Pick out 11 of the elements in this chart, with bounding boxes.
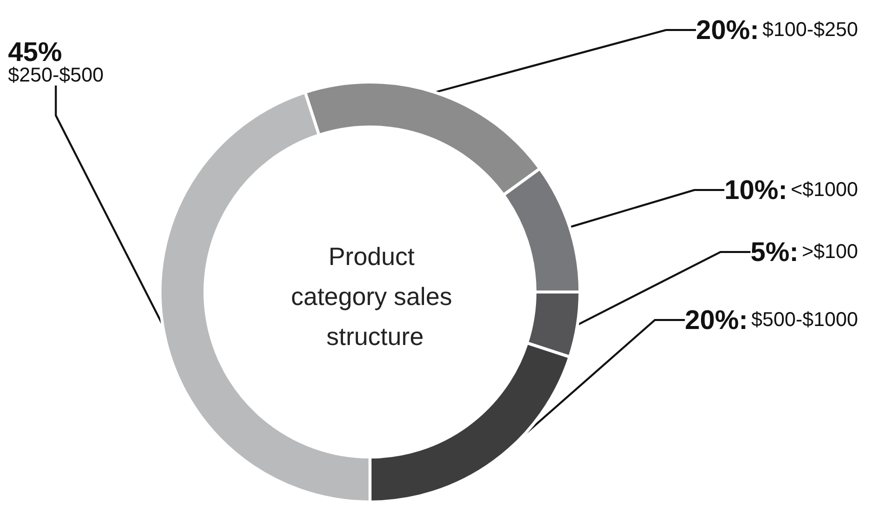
slice-label: $100-$250 <box>762 19 858 41</box>
slice-label: $500-$1000 <box>751 309 858 331</box>
data-label: 5%: <box>750 237 798 267</box>
data-label: 20%: <box>696 15 760 45</box>
data-label: 10%: <box>724 175 788 205</box>
slice-label: >$100 <box>802 241 858 263</box>
slice-label: $250-$500 <box>8 64 104 86</box>
data-label: 20%: <box>684 305 748 335</box>
text: Product category sales structure <box>290 243 460 351</box>
slice-label: <$1000 <box>790 179 858 201</box>
data-label: 45% <box>8 37 62 67</box>
